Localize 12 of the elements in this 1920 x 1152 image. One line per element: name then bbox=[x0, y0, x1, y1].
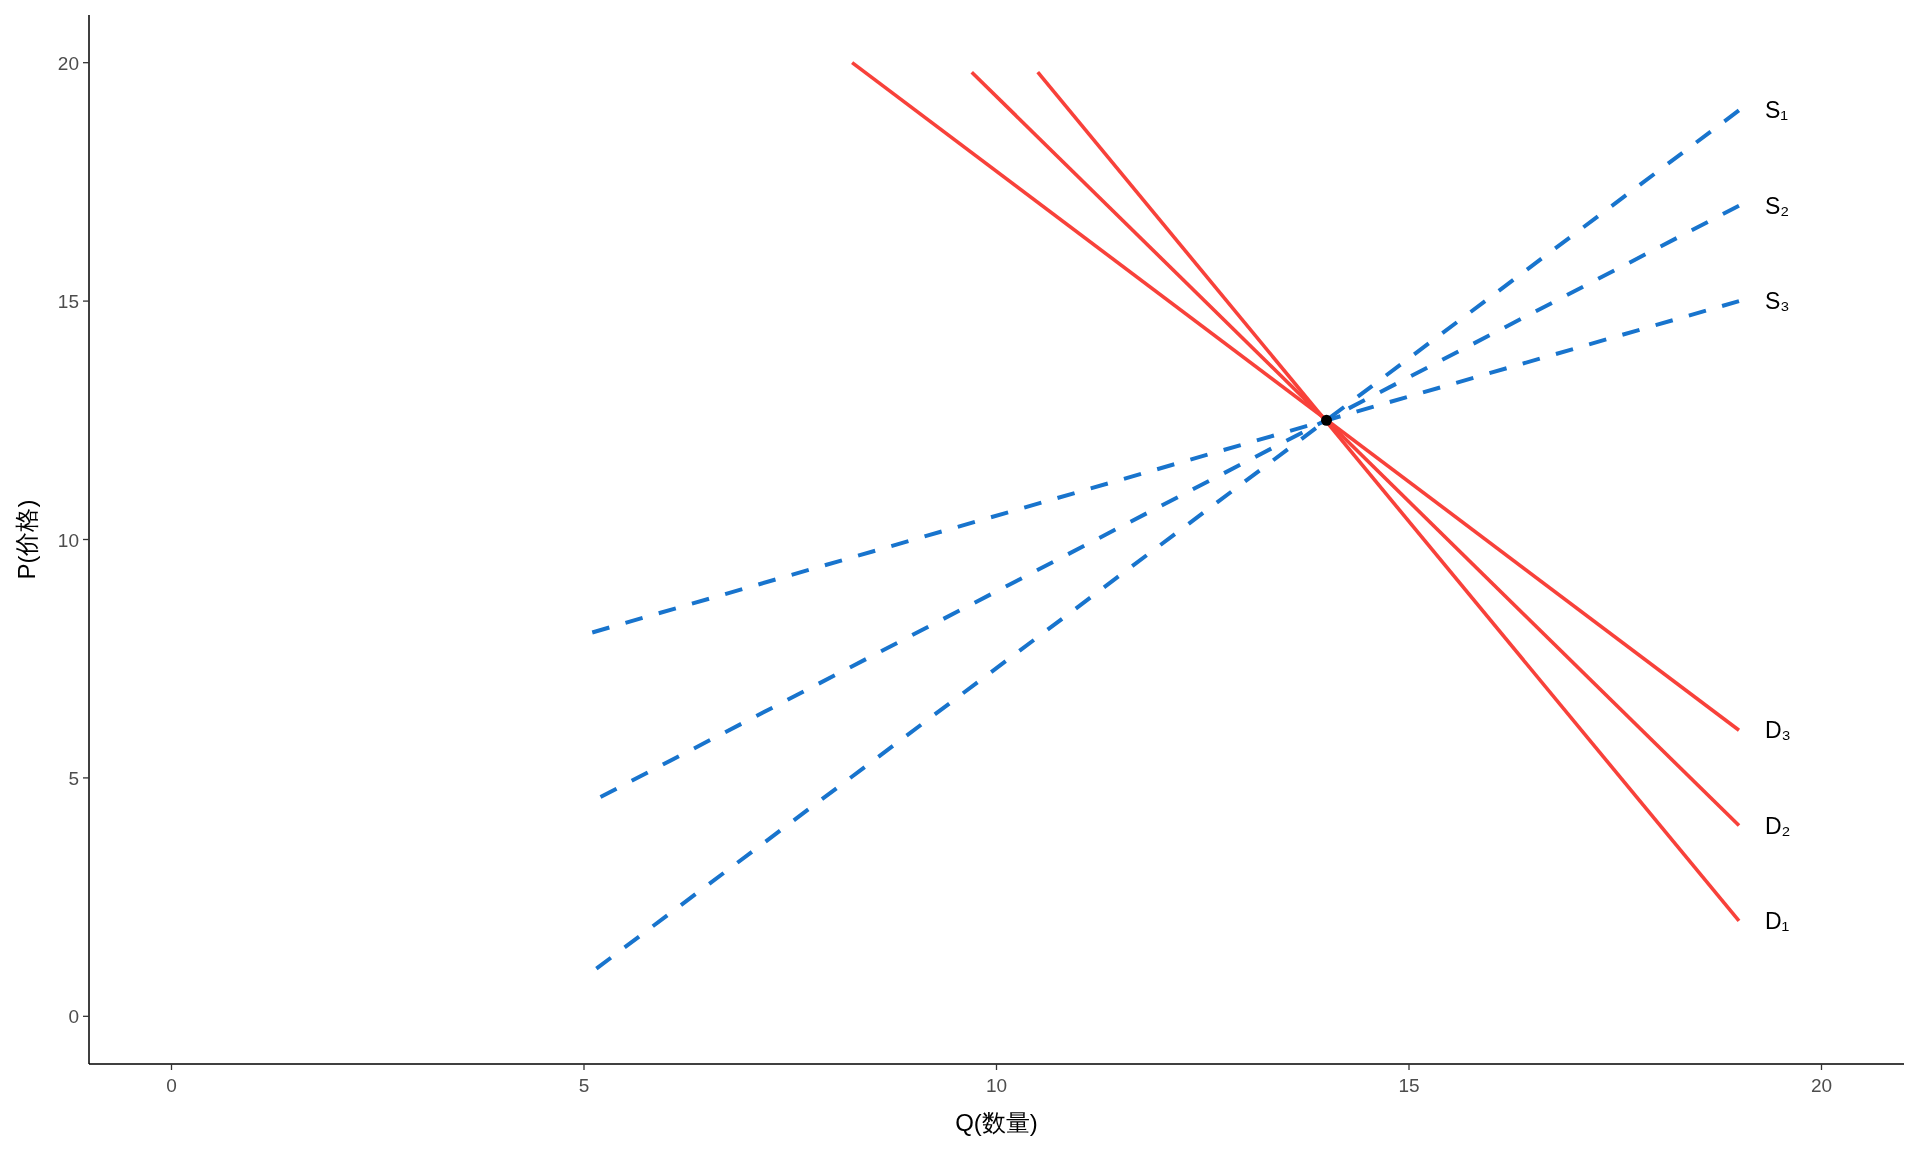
x-tick-label: 0 bbox=[166, 1075, 177, 1096]
y-tick-label: 0 bbox=[68, 1006, 79, 1028]
y-axis-title: P(价格) bbox=[13, 499, 40, 580]
x-tick-label: 10 bbox=[985, 1075, 1008, 1096]
x-tick-label: 5 bbox=[578, 1075, 590, 1096]
x-tick-label: 15 bbox=[1398, 1075, 1420, 1096]
y-tick-label: 15 bbox=[57, 291, 79, 313]
x-axis-title: Q(数量) bbox=[955, 1109, 1038, 1136]
y-tick-label: 10 bbox=[57, 529, 79, 551]
y-tick-label: 5 bbox=[68, 767, 79, 789]
x-tick-label: 20 bbox=[1810, 1075, 1833, 1096]
y-tick-label: 20 bbox=[57, 52, 79, 74]
